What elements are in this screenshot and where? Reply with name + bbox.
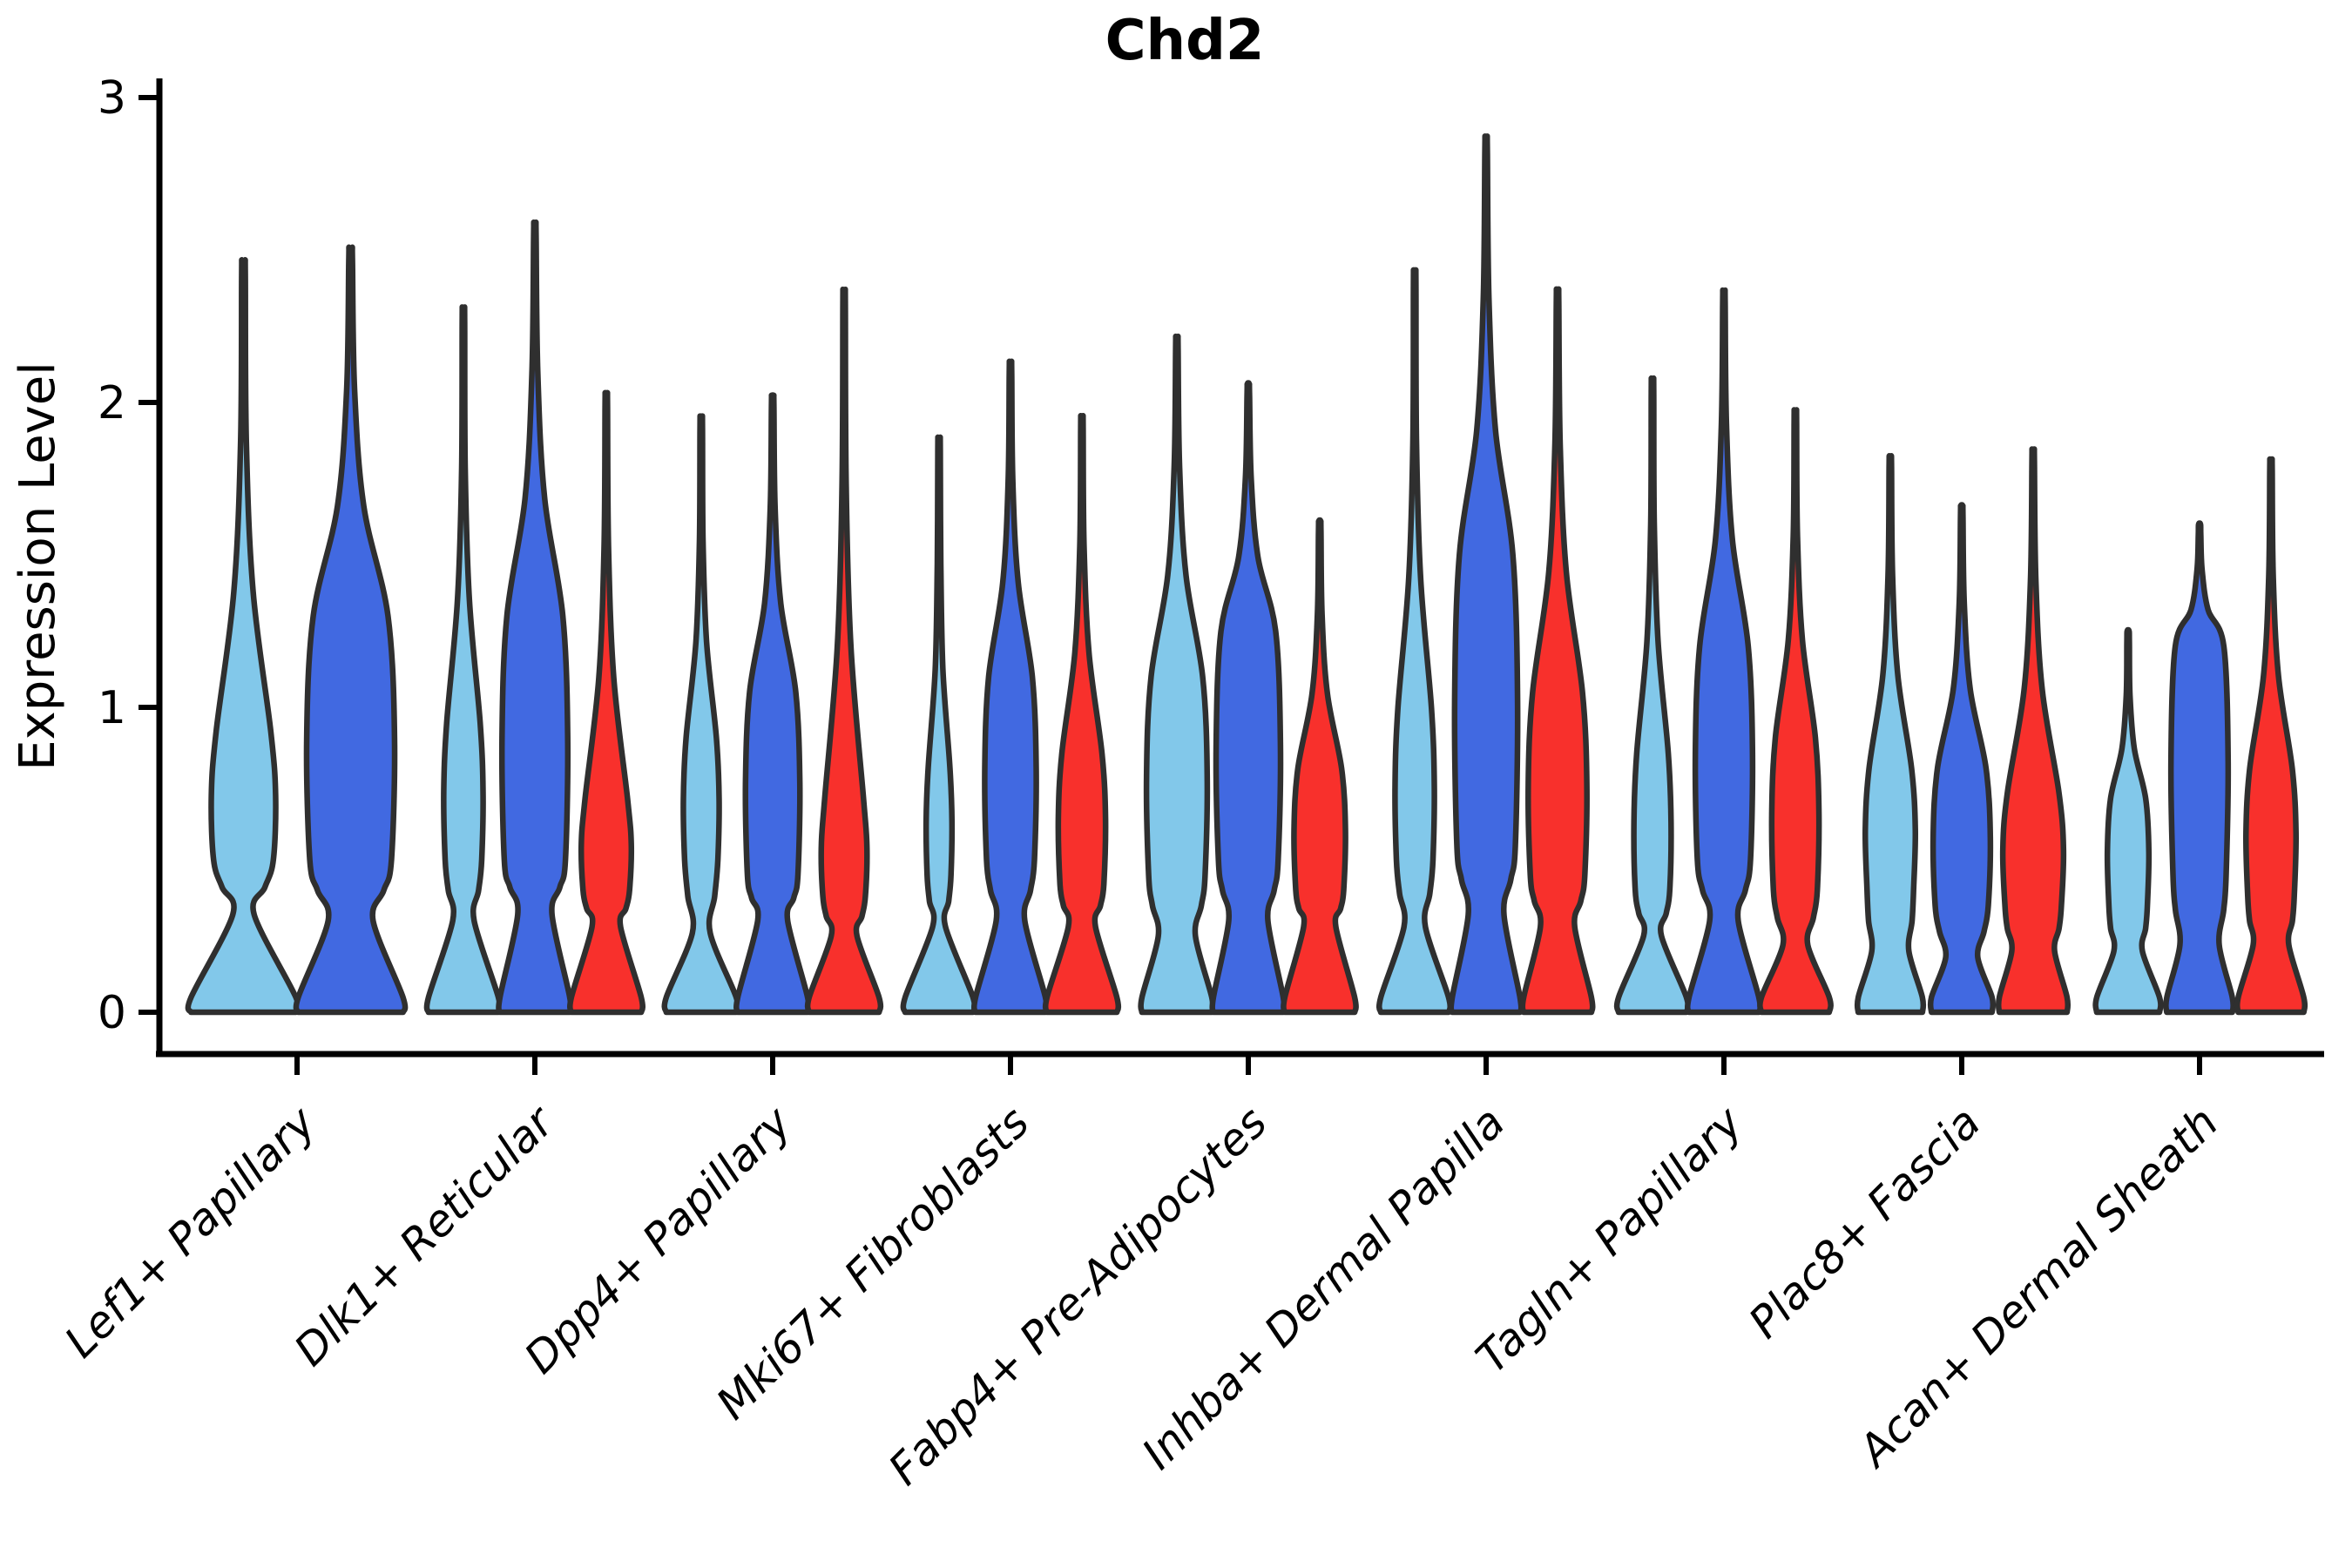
violin-inhba-dermal-papilla-lightblue — [1375, 267, 1454, 1016]
violin-tagln-papillary-blue — [1685, 287, 1763, 1016]
axes: 0 1 2 3 — [98, 72, 2324, 1075]
y-tick-label: 1 — [98, 682, 126, 734]
y-tick-label: 3 — [98, 72, 126, 125]
violin-dlk1-reticular-lightblue — [423, 304, 504, 1016]
violin-dpp4-papillary-lightblue — [661, 413, 741, 1016]
violin-dpp4-papillary-red — [804, 287, 884, 1016]
y-axis-label: Expression Level — [10, 362, 66, 771]
x-category-label: Fabp4+ Pre-Adipocytes — [879, 1097, 1277, 1495]
violin-group-tagln-papillary — [1613, 287, 1834, 1016]
violin-group-dpp4-papillary — [661, 287, 884, 1016]
y-tick-label: 2 — [98, 377, 126, 429]
chart-title: Chd2 — [1105, 9, 1265, 73]
violin-acan-dermal-sheath-lightblue — [2092, 626, 2164, 1016]
x-category-label: Tagln+ Papillary — [1466, 1096, 1753, 1382]
violin-inhba-dermal-papilla-red — [1519, 286, 1596, 1016]
violin-dlk1-reticular-red — [567, 389, 645, 1016]
violin-tagln-papillary-lightblue — [1613, 375, 1692, 1016]
violin-inhba-dermal-papilla-blue — [1448, 133, 1524, 1016]
violin-acan-dermal-sheath-blue — [2163, 520, 2236, 1016]
violin-group-acan-dermal-sheath — [2092, 456, 2308, 1016]
violins — [185, 133, 2308, 1016]
violin-fabp4-pre-adipocytes-red — [1281, 517, 1359, 1016]
violin-plac8-fascia-lightblue — [1854, 453, 1927, 1016]
violin-lef1-papillary-blue — [293, 244, 409, 1016]
violin-group-dlk1-reticular — [423, 220, 645, 1016]
violin-fabp4-pre-adipocytes-blue — [1209, 380, 1288, 1016]
violin-tagln-papillary-red — [1757, 407, 1834, 1016]
violin-dlk1-reticular-blue — [496, 220, 574, 1016]
violin-group-fabp4-pre-adipocytes — [1138, 333, 1359, 1016]
x-category-label: Dlk1+ Reticular — [285, 1095, 565, 1375]
x-category-label: Lef1+ Papillary — [55, 1096, 326, 1367]
violin-plac8-fascia-red — [1995, 446, 2072, 1016]
x-category-label: Plac8+ Fascia — [1740, 1097, 1990, 1348]
violin-fabp4-pre-adipocytes-lightblue — [1138, 333, 1216, 1016]
violin-mki67-fibroblasts-blue — [971, 358, 1050, 1016]
violin-plac8-fascia-blue — [1927, 502, 1997, 1016]
violin-group-plac8-fascia — [1854, 446, 2072, 1016]
violin-mki67-fibroblasts-lightblue — [900, 434, 978, 1016]
violin-dpp4-papillary-blue — [733, 392, 812, 1016]
y-tick-label: 0 — [98, 987, 126, 1039]
violin-group-mki67-fibroblasts — [900, 358, 1122, 1016]
violin-group-lef1-papillary — [185, 244, 409, 1016]
violin-group-inhba-dermal-papilla — [1375, 133, 1596, 1016]
violin-mki67-fibroblasts-red — [1042, 413, 1122, 1016]
violin-acan-dermal-sheath-red — [2234, 456, 2308, 1016]
violin-lef1-papillary-lightblue — [185, 257, 302, 1016]
